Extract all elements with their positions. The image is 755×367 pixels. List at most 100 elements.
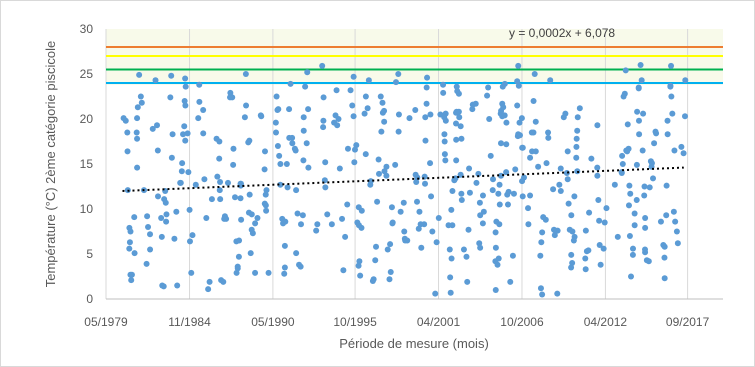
data-point <box>274 143 281 149</box>
data-point <box>664 117 671 124</box>
data-point <box>245 139 252 146</box>
data-point <box>601 219 608 226</box>
data-point <box>641 246 648 253</box>
data-point <box>238 216 245 223</box>
data-point <box>387 241 394 248</box>
data-point <box>422 180 429 187</box>
data-point <box>498 110 505 117</box>
data-point <box>568 264 575 271</box>
data-point <box>126 245 133 252</box>
data-point <box>378 128 385 135</box>
data-point <box>412 171 419 178</box>
data-point <box>539 229 546 236</box>
data-point <box>230 145 237 152</box>
data-point <box>639 147 646 154</box>
data-point <box>501 80 508 87</box>
data-point <box>458 190 465 197</box>
data-point <box>418 244 425 251</box>
data-point <box>294 210 301 217</box>
data-point <box>234 263 241 270</box>
data-point <box>620 93 627 100</box>
data-point <box>485 84 492 91</box>
data-point <box>383 172 390 179</box>
data-point <box>376 170 383 177</box>
data-point <box>147 231 154 238</box>
data-point <box>515 82 522 89</box>
data-point <box>551 232 558 239</box>
data-point <box>392 79 399 86</box>
data-point <box>550 226 557 233</box>
data-point <box>168 72 175 79</box>
data-point <box>365 77 372 84</box>
data-point <box>263 187 270 194</box>
data-point <box>246 191 253 198</box>
data-point <box>595 197 602 203</box>
data-point <box>449 188 456 194</box>
data-point <box>356 258 363 265</box>
data-point <box>357 272 364 279</box>
data-point <box>596 217 603 224</box>
data-point <box>355 262 362 269</box>
data-point <box>642 215 649 221</box>
data-point <box>428 193 435 200</box>
data-point <box>339 215 346 222</box>
data-point <box>236 237 243 244</box>
data-point <box>681 113 688 120</box>
data-point <box>217 179 224 185</box>
data-point <box>192 181 199 188</box>
data-point <box>252 269 259 276</box>
data-point <box>145 224 152 230</box>
data-point <box>124 148 131 155</box>
data-point <box>463 253 470 260</box>
data-point <box>456 114 463 121</box>
data-point <box>143 260 150 267</box>
data-point <box>149 125 156 132</box>
data-point <box>547 77 554 84</box>
data-point <box>503 141 510 148</box>
data-point <box>200 107 207 113</box>
y-axis-title: Température (°C) 2ème catégorie piscicol… <box>43 41 58 288</box>
data-point <box>388 204 395 211</box>
data-point <box>167 94 174 101</box>
data-point <box>362 93 369 100</box>
data-point <box>674 240 681 247</box>
data-point <box>281 270 288 277</box>
data-point <box>667 82 674 89</box>
data-point <box>518 115 525 122</box>
data-point <box>168 154 175 161</box>
data-point <box>131 250 138 257</box>
data-point <box>298 221 305 228</box>
data-point <box>663 212 670 219</box>
data-point <box>174 282 181 289</box>
data-point <box>349 102 356 109</box>
data-point <box>235 253 242 260</box>
data-point <box>232 194 239 201</box>
data-point <box>586 209 593 216</box>
data-point <box>543 160 550 167</box>
data-point <box>395 71 402 77</box>
data-point <box>196 98 203 105</box>
data-point <box>248 211 255 218</box>
data-point <box>557 188 564 194</box>
data-point <box>303 140 310 147</box>
data-point <box>336 165 343 172</box>
data-point <box>182 102 189 109</box>
data-point <box>476 199 483 206</box>
data-point <box>633 197 640 203</box>
data-point <box>600 245 607 252</box>
data-point <box>634 108 641 115</box>
data-point <box>350 113 357 120</box>
data-point <box>527 192 534 199</box>
data-point <box>280 220 287 227</box>
data-point <box>134 104 141 111</box>
data-point <box>489 187 496 194</box>
data-point <box>182 137 189 144</box>
data-point <box>404 237 411 244</box>
data-point <box>429 228 436 235</box>
data-point <box>458 135 465 142</box>
data-point <box>203 215 210 221</box>
data-point <box>305 164 312 171</box>
data-point <box>162 199 169 206</box>
data-point <box>417 221 424 228</box>
data-point <box>448 255 455 262</box>
